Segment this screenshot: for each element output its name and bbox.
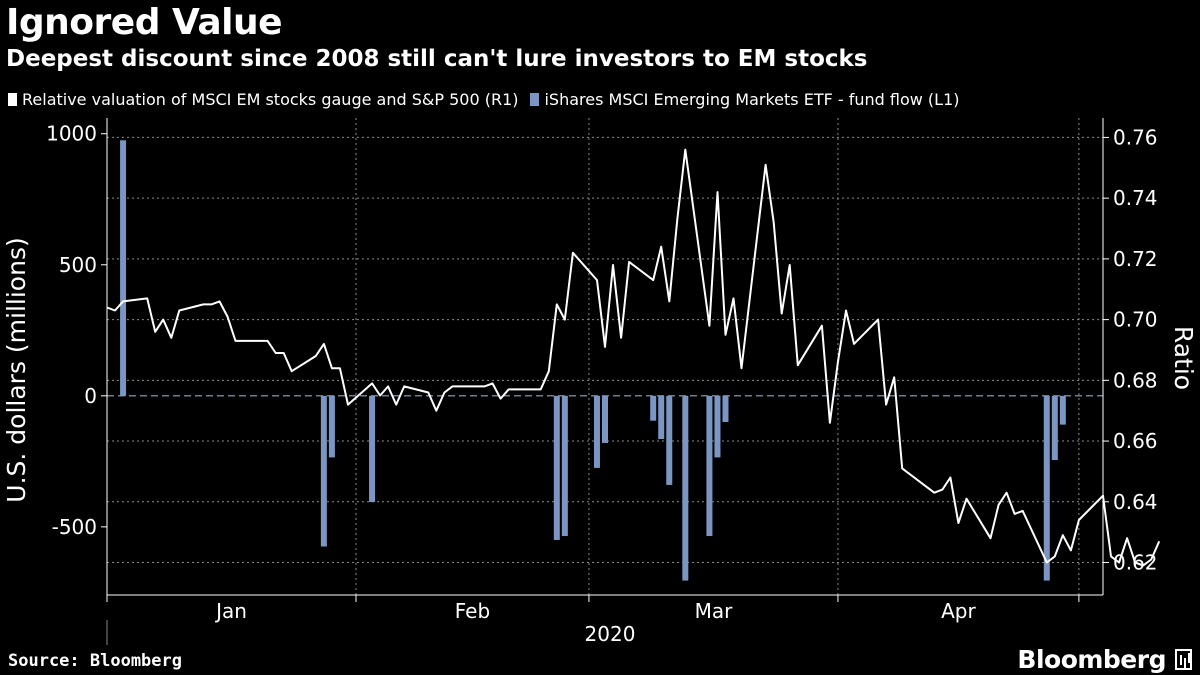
valuation-line: [106, 148, 1161, 567]
fund-flow-bar: [369, 395, 376, 502]
fund-flow-bar: [1051, 395, 1058, 461]
right-tick-label: 0.66: [1113, 429, 1158, 453]
right-tick-label: 0.72: [1113, 247, 1158, 271]
legend-label-fund-flow: iShares MSCI Emerging Markets ETF - fund…: [544, 90, 960, 109]
x-tick-label: Apr: [941, 599, 976, 623]
chart-subtitle: Deepest discount since 2008 still can't …: [6, 46, 868, 72]
fund-flow-bar: [328, 395, 335, 458]
fund-flow-bar: [561, 395, 568, 537]
x-axis-ticks: Jan Feb Mar Apr: [106, 595, 1080, 623]
fund-flow-bar: [706, 395, 713, 537]
left-tick-label: -500: [52, 515, 97, 539]
legend-swatch-line: [8, 93, 17, 106]
fund-flow-bar: [714, 395, 721, 458]
left-tick-label: 1000: [46, 122, 97, 146]
fund-flow-bar: [666, 395, 673, 485]
right-tick-label: 0.62: [1113, 551, 1158, 575]
grid-lines: [107, 118, 1103, 595]
fund-flow-bar: [1059, 395, 1066, 425]
fund-flow-bar: [682, 395, 689, 581]
fund-flow-bar: [722, 395, 729, 423]
bar-series: [120, 140, 1066, 581]
fund-flow-bar: [553, 395, 560, 540]
left-axis-ticks: -500 0 500 1000: [46, 122, 107, 539]
fund-flow-bar: [320, 395, 327, 547]
line-series: [106, 148, 1161, 567]
right-axis-label: Ratio: [1169, 326, 1198, 390]
left-tick-label: 0: [84, 384, 97, 408]
right-tick-label: 0.70: [1113, 308, 1158, 332]
x-tick-label: Feb: [455, 599, 490, 623]
legend-label-valuation: Relative valuation of MSCI EM stocks gau…: [22, 90, 519, 109]
legend-item-fund-flow: iShares MSCI Emerging Markets ETF - fund…: [530, 90, 960, 109]
right-tick-label: 0.64: [1113, 490, 1158, 514]
fund-flow-bar: [658, 395, 665, 440]
axes: [106, 118, 1104, 645]
fund-flow-bar: [602, 395, 608, 443]
fund-flow-bar: [650, 395, 657, 421]
x-axis-year-label: 2020: [585, 622, 636, 646]
left-tick-label: 500: [59, 253, 97, 277]
x-tick-label: Mar: [695, 599, 734, 623]
legend-item-valuation: Relative valuation of MSCI EM stocks gau…: [8, 90, 518, 109]
right-axis-ticks: 0.62 0.64 0.66 0.68 0.70 0.72 0.74 0.76: [1103, 125, 1158, 575]
left-axis-label: U.S. dollars (millions): [2, 237, 31, 502]
fund-flow-bar: [120, 140, 127, 396]
x-tick-label: Jan: [214, 599, 247, 623]
right-tick-label: 0.74: [1113, 186, 1158, 210]
chart-icon: [1175, 649, 1192, 670]
right-tick-label: 0.76: [1113, 125, 1158, 149]
brand-logo: Bloomberg: [1017, 645, 1166, 674]
right-tick-label: 0.68: [1113, 368, 1158, 392]
legend: Relative valuation of MSCI EM stocks gau…: [8, 90, 960, 109]
fund-flow-bar: [1043, 395, 1050, 581]
source-note: Source: Bloomberg: [8, 651, 182, 671]
legend-swatch-bars: [530, 93, 540, 106]
fund-flow-bar: [593, 395, 600, 468]
chart-title: Ignored Value: [6, 2, 283, 43]
